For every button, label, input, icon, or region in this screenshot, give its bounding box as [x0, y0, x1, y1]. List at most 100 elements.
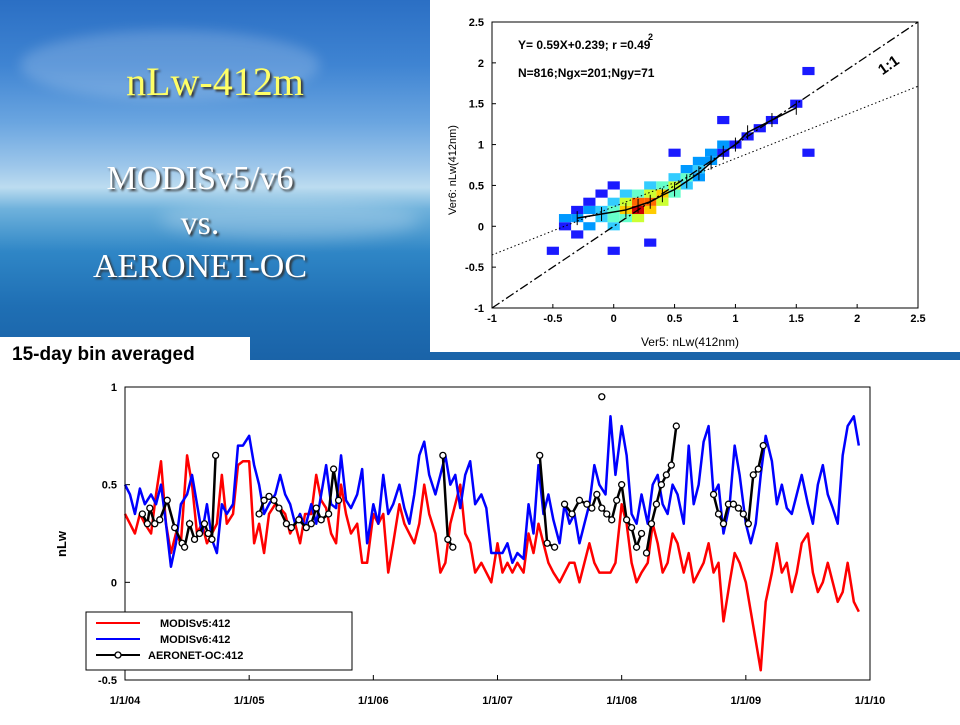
aeronet-point	[657, 481, 666, 489]
density-cell	[583, 205, 596, 215]
aeronet-point	[302, 523, 310, 532]
aeronet-point	[603, 510, 611, 518]
aeronet-point	[598, 504, 606, 512]
regression-line	[491, 85, 919, 256]
density-cell	[753, 124, 766, 133]
aeronet-point	[709, 490, 718, 499]
aeronet-point	[156, 516, 164, 524]
legend-label-v5: MODISv5:412	[160, 618, 230, 630]
aeronet-point	[627, 523, 636, 532]
density-cell	[802, 148, 815, 157]
density-cell	[558, 222, 572, 231]
timeseries-y-tick-label: 0.5	[102, 480, 117, 492]
scatter-y-tick-label: -0.5	[465, 262, 484, 274]
slide-subtitle-line-1: MODISv5/v6	[106, 160, 294, 197]
series-line-modisv6-412	[123, 415, 861, 568]
aeronet-point	[190, 535, 199, 544]
aeronet-point	[255, 510, 263, 518]
timeseries-x-tick-label: 1/1/05	[234, 695, 265, 707]
scatter-y-tick-label: 0.5	[469, 180, 484, 192]
density-cell	[631, 214, 645, 223]
aeronet-point	[662, 471, 671, 479]
scatter-x-tick-label: 1	[732, 313, 738, 325]
scatter-fit-r-exponent: 2	[648, 32, 653, 42]
aeronet-point	[151, 520, 159, 528]
aeronet-point	[195, 529, 204, 538]
density-cell	[607, 222, 620, 231]
aeronet-point	[163, 496, 171, 504]
density-cell	[619, 189, 632, 198]
aeronet-point	[719, 520, 728, 528]
density-cell	[717, 115, 730, 125]
aeronet-point	[754, 465, 762, 473]
aeronet-point	[270, 496, 278, 504]
aeronet-point	[593, 490, 601, 499]
scatter-x-tick-label: -1	[487, 313, 497, 325]
slide-subtitle-line-3: AERONET-OC	[92, 248, 308, 285]
aeronet-point	[312, 504, 320, 512]
one-to-one-line	[491, 21, 919, 309]
timeseries-x-tick-label: 1/1/04	[110, 695, 141, 707]
bin-average-label: 15-day bin averaged	[0, 337, 250, 373]
reference-lines	[491, 21, 919, 309]
slide-title: nLw-412m	[126, 59, 304, 104]
density-cell	[692, 156, 705, 165]
aeronet-point	[171, 523, 179, 532]
density-cell	[644, 181, 657, 190]
aeronet-point	[672, 422, 680, 430]
density-cell	[668, 148, 681, 157]
aeronet-point	[200, 520, 209, 528]
aeronet-point	[444, 535, 452, 544]
scatter-x-tick-label: 1.5	[789, 313, 804, 325]
aeronet-outlier-point	[598, 393, 606, 401]
aeronet-point	[637, 529, 646, 538]
aeronet-point	[588, 504, 596, 512]
scatter-x-tick-label: 2.5	[910, 313, 925, 325]
aeronet-point	[536, 451, 544, 460]
density-cell	[583, 222, 596, 231]
density-cell	[607, 181, 620, 190]
density-cell	[607, 197, 620, 206]
density-cell	[546, 246, 559, 255]
aeronet-point	[575, 496, 584, 504]
aeronet-point	[613, 496, 621, 504]
density-cell	[571, 205, 584, 215]
timeseries-y-tick-label: 0	[111, 577, 117, 589]
density-cell	[644, 238, 657, 247]
aeronet-point	[652, 500, 661, 508]
aeronet-point	[744, 520, 752, 528]
aeronet-point	[334, 496, 343, 504]
scatter-y-tick-label: 0	[478, 221, 484, 233]
timeseries-x-tick-label: 1/1/08	[606, 695, 637, 707]
density-cell	[583, 197, 596, 206]
scatter-y-axis-label: Ver6: nLw(412nm)	[447, 125, 459, 215]
aeronet-point	[204, 529, 212, 538]
density-cell	[668, 173, 681, 182]
timeseries-x-tick-label: 1/1/06	[358, 695, 389, 707]
timeseries-x-tick-label: 1/1/09	[731, 695, 762, 707]
density-cell	[717, 140, 730, 149]
aeronet-point	[560, 500, 569, 508]
aeronet-point	[143, 520, 152, 528]
density-cell	[571, 230, 584, 239]
aeronet-point	[632, 543, 641, 551]
density-cell	[595, 189, 608, 198]
density-cell	[705, 148, 718, 157]
aeronet-point	[307, 520, 315, 528]
scatter-x-tick-label: 0.5	[667, 313, 682, 325]
scatter-x-tick-label: 0	[611, 313, 617, 325]
scatter-y-tick-label: 1	[478, 140, 484, 152]
aeronet-point	[642, 549, 651, 557]
cloud-highlight	[20, 30, 320, 100]
aeronet-point	[439, 451, 447, 460]
density-cell	[558, 214, 572, 223]
timeseries-legend: MODISv5:412 MODISv6:412 AERONET-OC:412	[85, 611, 353, 671]
aeronet-point	[208, 535, 216, 544]
density-cell	[631, 189, 645, 198]
aeronet-point	[749, 471, 757, 479]
aeronet-point	[138, 510, 147, 518]
density-cell	[607, 246, 620, 255]
density-cell	[644, 189, 657, 198]
aeronet-point	[275, 504, 283, 512]
horizon-highlight	[160, 200, 420, 240]
